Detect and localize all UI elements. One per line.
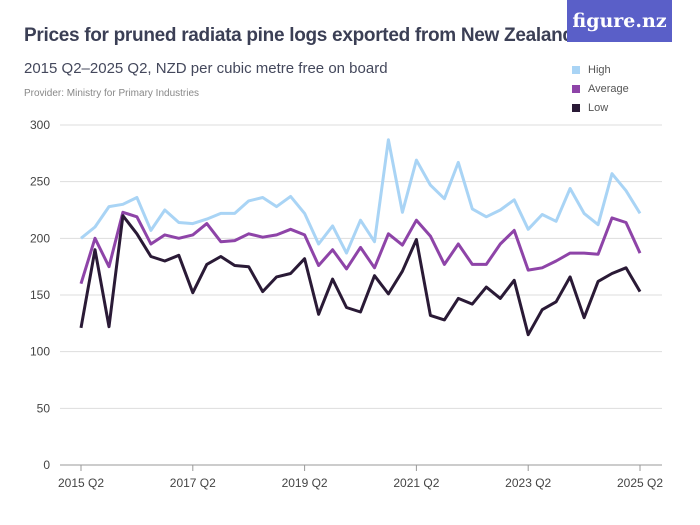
y-tick-label: 50 — [37, 401, 51, 415]
figure-nz-logo[interactable]: figure.nz — [567, 0, 672, 42]
provider-text: Provider: Ministry for Primary Industrie… — [24, 88, 200, 99]
series-line-low — [79, 214, 642, 337]
legend-label: Average — [588, 82, 629, 95]
legend-label: High — [588, 63, 611, 76]
legend-swatch — [572, 103, 580, 112]
series-line-average — [79, 210, 642, 285]
x-tick-label: 2017 Q2 — [170, 476, 216, 490]
legend-swatch — [572, 84, 580, 93]
y-tick-label: 0 — [43, 458, 50, 472]
x-tick-label: 2025 Q2 — [617, 476, 663, 490]
y-tick-label: 250 — [30, 175, 50, 189]
legend: High Average Low — [572, 60, 629, 117]
y-tick-label: 100 — [30, 345, 50, 359]
x-tick-label: 2019 Q2 — [282, 476, 328, 490]
legend-item-high: High — [572, 60, 629, 79]
chart-title: Prices for pruned radiata pine logs expo… — [24, 25, 574, 46]
x-tick-label: 2015 Q2 — [58, 476, 104, 490]
x-tick-label: 2021 Q2 — [393, 476, 439, 490]
y-tick-label: 150 — [30, 288, 50, 302]
chart-subtitle: 2015 Q2–2025 Q2, NZD per cubic metre fre… — [24, 60, 388, 77]
y-tick-label: 200 — [30, 231, 50, 245]
legend-swatch — [572, 65, 580, 74]
legend-item-low: Low — [572, 98, 629, 117]
y-tick-label: 300 — [30, 118, 50, 132]
series-line-high — [80, 138, 642, 255]
x-tick-label: 2023 Q2 — [505, 476, 551, 490]
legend-item-average: Average — [572, 79, 629, 98]
legend-label: Low — [588, 101, 609, 114]
